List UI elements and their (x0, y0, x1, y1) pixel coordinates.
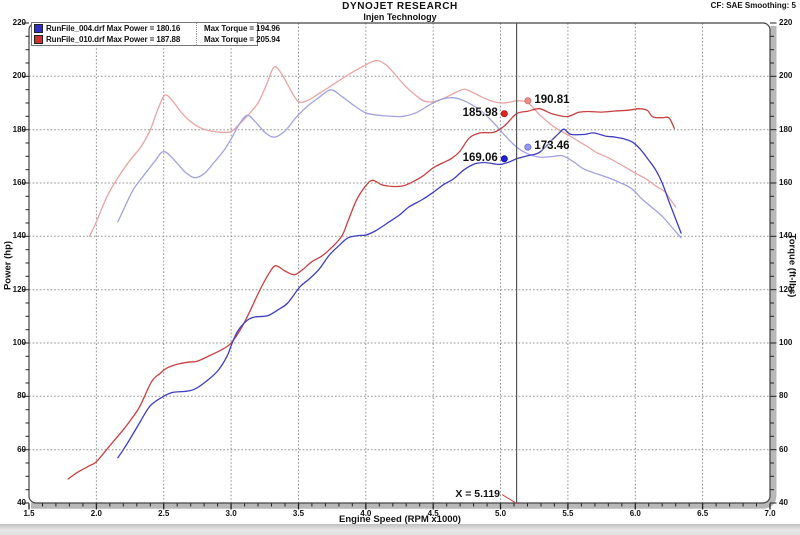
x-tick-label: 5.5 (562, 509, 574, 518)
marker-label-power-red: 185.98 (462, 106, 498, 119)
y-tick-label-left: 140 (12, 231, 26, 241)
x-tick-label: 3.0 (225, 509, 237, 518)
y-tick-label-left: 100 (12, 338, 26, 347)
marker-label-torque-blue: 173.46 (534, 140, 570, 153)
legend-run-power-label: RunFile_004.drf Max Power = 180.16 (46, 24, 181, 33)
series-power_red (67, 108, 675, 480)
y-tick-label-right: 60 (779, 444, 788, 454)
y-tick-label-right: 120 (779, 284, 793, 294)
plot-border (28, 22, 771, 504)
x-tick-label: 2.0 (90, 509, 102, 518)
y-tick-label-right: 80 (779, 391, 788, 401)
y-tick-label-right: 160 (779, 178, 793, 187)
marker-dot-power_red (500, 110, 508, 118)
x-tick-label: 6.5 (697, 509, 709, 518)
legend-run-power-label: RunFile_010.drf Max Power = 187.88 (46, 35, 181, 44)
legend-row-runfile-004: RunFile_004.drf Max Power = 180.16 Max T… (32, 23, 280, 34)
marker-dot-torque_blue (524, 143, 532, 151)
x-tick-label: 4.0 (360, 509, 372, 518)
y-axis-title-torque: Torque (ft-lbs) (786, 233, 798, 298)
series-torque_blue (117, 89, 682, 239)
legend-row-runfile-010: RunFile_010.drf Max Power = 187.88 Max T… (32, 34, 280, 45)
legend-swatch-blue (34, 24, 43, 33)
correction-smoothing-setting: CF: SAE Smoothing: 5 (710, 1, 796, 10)
series-power_blue (117, 128, 682, 459)
y-tick-label-right: 140 (779, 231, 793, 241)
x-tick-label: 4.5 (427, 509, 439, 518)
window-bottom-edge (0, 524, 800, 535)
x-tick-label: 1.5 (23, 509, 35, 518)
y-tick-label-left: 160 (12, 178, 26, 187)
y-tick-label-right: 40 (779, 498, 788, 507)
y-tick-label-left: 80 (17, 391, 26, 401)
series-torque_red (88, 59, 677, 237)
axis-bar (31, 26, 777, 509)
cursor-leader-line (501, 494, 517, 504)
y-tick-label-right: 180 (779, 124, 793, 134)
x-tick-label: 5.0 (494, 509, 507, 518)
y-tick-label-left: 120 (12, 284, 26, 294)
y-tick-label-right: 100 (779, 338, 793, 347)
x-tick-label: 2.5 (158, 509, 170, 518)
x-axis-title: Engine Speed (RPM x1000) (339, 514, 461, 525)
y-tick-label-left: 200 (12, 71, 26, 81)
x-tick-label: 3.5 (292, 509, 305, 518)
app-title: DYNOJET RESEARCH (342, 1, 458, 12)
legend-run-torque-label: Max Torque = 194.96 (196, 23, 280, 34)
run-subtitle: Injen Technology (363, 12, 437, 22)
y-tick-label-left: 180 (12, 124, 26, 134)
y-tick-label-left: 60 (17, 444, 26, 454)
cursor-x-value: X = 5.119 (455, 488, 500, 500)
x-tick-label: 7.0 (764, 509, 776, 518)
marker-dot-power_blue (500, 155, 508, 163)
y-axis-title-power: Power (hp) (2, 240, 14, 291)
legend-box[interactable]: RunFile_004.drf Max Power = 180.16 Max T… (31, 22, 280, 46)
y-tick-label-right: 220 (779, 18, 793, 27)
marker-label-power-blue: 169.06 (462, 151, 498, 164)
legend-swatch-red (34, 35, 43, 44)
legend-run-torque-label: Max Torque = 205.94 (196, 34, 280, 45)
marker-label-torque-red: 190.81 (534, 93, 570, 106)
x-tick-label: 6.0 (629, 509, 641, 518)
y-tick-label-left: 40 (17, 498, 26, 507)
y-tick-label-right: 200 (779, 71, 793, 81)
y-tick-label-left: 220 (12, 18, 26, 27)
marker-dot-torque_red (524, 97, 532, 105)
